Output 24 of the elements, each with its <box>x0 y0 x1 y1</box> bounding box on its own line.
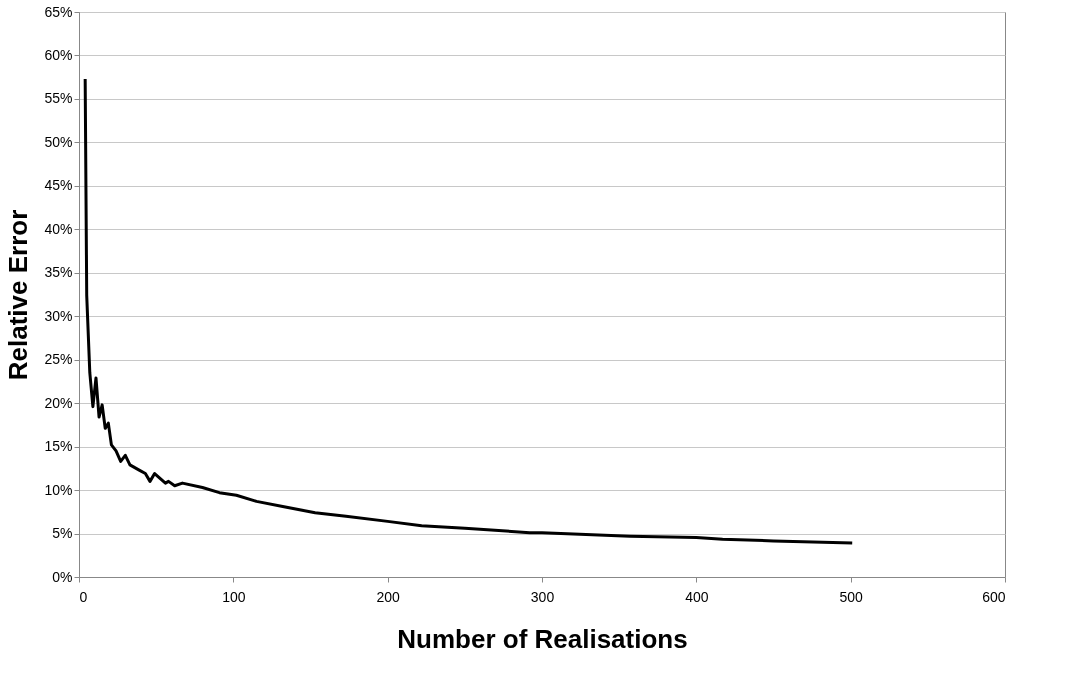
x-tick-label: 500 <box>839 588 864 605</box>
y-tick-label: 55% <box>44 90 73 107</box>
x-axis-title: Number of Realisations <box>397 623 688 654</box>
y-axis-title: Relative Error <box>3 209 34 381</box>
x-tick-label: 600 <box>982 588 1006 605</box>
y-tick-label: 35% <box>44 264 73 281</box>
x-tick-label: 0 <box>79 588 88 605</box>
x-tick-label: 400 <box>685 588 709 605</box>
y-tick-label: 10% <box>44 481 73 498</box>
y-tick-label: 45% <box>44 177 73 194</box>
y-tick-label: 15% <box>44 438 73 455</box>
y-tick-label: 25% <box>44 351 73 368</box>
x-tick-label: 200 <box>376 588 401 605</box>
y-tick-label: 0% <box>52 568 73 585</box>
x-tick-label: 300 <box>530 588 555 605</box>
y-tick-label: 65% <box>44 3 73 20</box>
y-tick-label: 30% <box>44 307 73 324</box>
y-tick-label: 40% <box>44 220 73 237</box>
y-tick-label: 20% <box>44 394 73 411</box>
x-tick-label: 100 <box>222 588 246 605</box>
y-tick-label: 50% <box>44 133 73 150</box>
line-series <box>83 77 854 545</box>
y-tick-label: 5% <box>52 525 73 542</box>
y-tick-label: 60% <box>44 46 73 63</box>
